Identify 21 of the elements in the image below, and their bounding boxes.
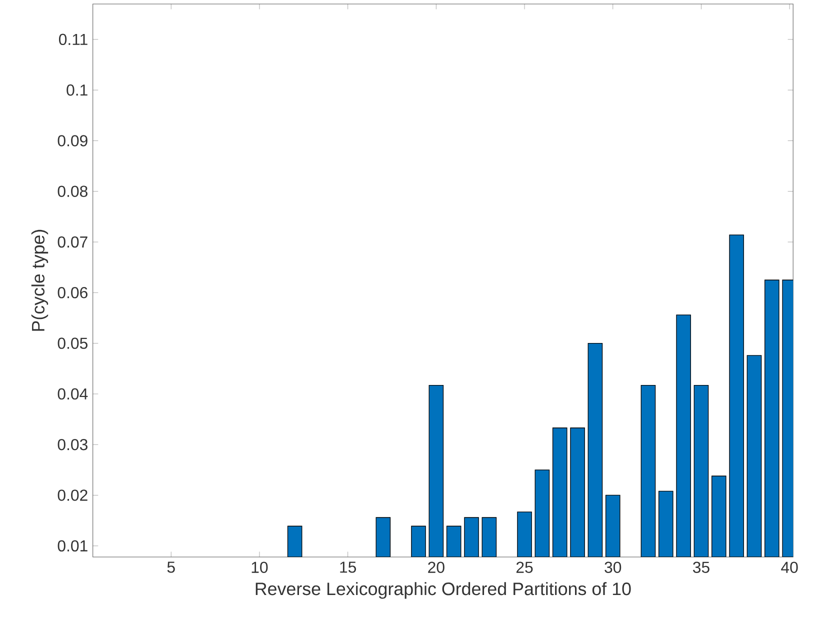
x-axis-title: Reverse Lexicographic Ordered Partitions of 10 <box>256 582 631 599</box>
x-tick-label: 15 <box>340 562 356 573</box>
y-tick-label: 0.08 <box>58 186 88 198</box>
y-axis-title: P(cycle type) <box>31 230 48 331</box>
x-tick-label: 30 <box>604 562 622 573</box>
x-tick-label: 10 <box>252 562 268 573</box>
y-tick-label: 0.07 <box>58 236 88 248</box>
y-tick-label: 0.04 <box>58 388 88 400</box>
y-tick-label: 0.03 <box>58 438 88 450</box>
y-tick-label: 0.05 <box>58 338 88 349</box>
x-tick-label: 35 <box>692 562 710 573</box>
x-tick-label: 40 <box>781 562 798 573</box>
x-tick-label: 25 <box>516 562 533 573</box>
y-tick-label: 0.01 <box>58 540 88 552</box>
y-tick-label: 0.06 <box>58 287 88 298</box>
x-tick-label: 5 <box>167 562 175 573</box>
y-tick-label: 0.02 <box>58 490 88 501</box>
y-tick-label: 0.11 <box>58 34 88 46</box>
x-tick-label: 20 <box>428 562 444 573</box>
y-tick-label: 0.09 <box>58 135 88 146</box>
y-tick-label: 0.1 <box>66 84 88 96</box>
